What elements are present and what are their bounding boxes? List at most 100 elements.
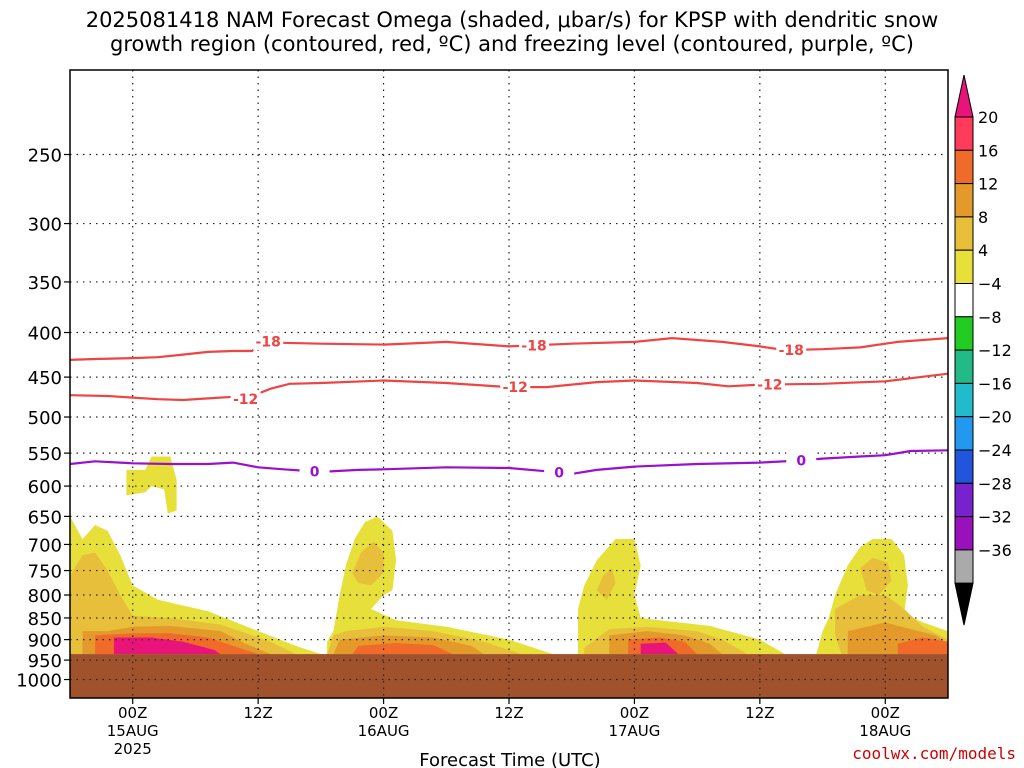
credit-link[interactable]: coolwx.com/models: [852, 744, 1016, 763]
contour-label: -18: [779, 343, 804, 359]
y-axis: 2503003504004505005506006507007508008509…: [16, 146, 70, 692]
colorbar-label: −36: [978, 541, 1012, 560]
colorbar-swatch: [954, 116, 974, 151]
contour-label-bg: [754, 375, 785, 394]
contour-label-bg: [519, 336, 550, 355]
y-tick-label: 550: [28, 444, 62, 465]
y-tick-label: 750: [28, 562, 62, 583]
y-tick-label: 300: [28, 215, 62, 236]
x-tick-label: 00Z: [620, 704, 649, 722]
x-tick-label: 00Z: [871, 704, 900, 722]
y-tick-label: 900: [28, 631, 62, 652]
contour-label-bg: [786, 451, 817, 470]
colorbar-swatch: [954, 516, 974, 551]
contour-label-bg: [230, 390, 261, 409]
contour-label: -12: [233, 392, 258, 408]
y-tick-label: 850: [28, 609, 62, 630]
y-tick-label: 350: [28, 273, 62, 294]
x-tick-label: 12Z: [745, 704, 774, 722]
contour-label-bg: [544, 463, 575, 482]
x-tick-label: 00Z: [118, 704, 147, 722]
colorbar-label: −24: [978, 441, 1012, 460]
omega-region: [352, 643, 453, 655]
colorbar-label: −20: [978, 408, 1012, 427]
y-tick-label: 500: [28, 408, 62, 429]
x-tick-label: 16AUG: [358, 722, 410, 740]
colorbar-label: −28: [978, 474, 1012, 493]
contour-label: -12: [503, 380, 528, 396]
omega-region: [578, 539, 785, 655]
colorbar-label: −32: [978, 508, 1012, 527]
colorbar-swatch: [954, 249, 974, 284]
contour--12: [69, 372, 949, 402]
y-tick-label: 650: [28, 507, 62, 528]
colorbar-label: 20: [978, 108, 998, 127]
y-tick-label: 950: [28, 651, 62, 672]
contour-label: -18: [256, 334, 281, 350]
colorbar-label: −8: [978, 308, 1002, 327]
x-tick-label: 15AUG: [107, 722, 159, 740]
contour-label-bg: [776, 340, 807, 359]
x-tick-label: 18AUG: [859, 722, 911, 740]
colorbar-label: −4: [978, 275, 1002, 294]
colorbar-swatch: [954, 349, 974, 384]
omega-region: [327, 516, 553, 655]
y-tick-label: 700: [28, 535, 62, 556]
x-tick-label: 17AUG: [608, 722, 660, 740]
y-tick-label: 250: [28, 146, 62, 167]
colorbar-swatch: [954, 216, 974, 251]
colorbar-swatch: [954, 183, 974, 218]
omega-region: [897, 637, 948, 655]
colorbar-label: 16: [978, 141, 998, 160]
colorbar-swatch: [954, 149, 974, 185]
colorbar-swatch: [954, 316, 974, 351]
y-tick-label: 1000: [16, 671, 62, 692]
omega-region: [126, 456, 177, 514]
colorbar-swatch: [954, 549, 974, 584]
colorbar-swatch: [954, 283, 974, 318]
x-tick-label: 00Z: [369, 704, 398, 722]
ground-layer: [70, 654, 948, 698]
colorbar: 20 16 12 8 4 −4 −8 −12 −16 −20 −24 −28 −32 −36: [954, 74, 1012, 626]
contour-label: -18: [521, 338, 546, 354]
temperature-contours: -18 -18 -18 -12 -12 -12 0 0 0: [69, 332, 949, 482]
colorbar-label: −12: [978, 341, 1012, 360]
colorbar-swatch: [954, 416, 974, 451]
contour-label: 0: [554, 466, 564, 482]
omega-region: [640, 642, 679, 655]
y-tick-label: 450: [28, 368, 62, 389]
colorbar-bottom-arrow: [954, 582, 974, 626]
colorbar-swatch: [954, 382, 974, 418]
x-tick-label: 12Z: [243, 704, 272, 722]
contour-label: -12: [757, 377, 782, 393]
colorbar-label: 12: [978, 175, 998, 194]
colorbar-top-arrow: [954, 74, 974, 118]
x-tick-label: 2025: [114, 740, 152, 758]
ground-fill: [70, 654, 948, 698]
colorbar-label: 8: [978, 208, 988, 227]
contour-label-bg: [253, 332, 284, 351]
y-tick-label: 400: [28, 324, 62, 345]
colorbar-swatch: [954, 449, 974, 484]
omega-region: [113, 637, 221, 655]
contour-label-bg: [299, 462, 330, 481]
x-axis-label: Forecast Time (UTC): [419, 750, 600, 768]
omega-region: [352, 541, 384, 586]
grid-lines: [70, 70, 948, 698]
chart-title-line-1: 2025081418 NAM Forecast Omega (shaded, μ…: [85, 8, 939, 32]
colorbar-label: 4: [978, 241, 988, 260]
contour-label: 0: [796, 453, 806, 469]
colorbar-swatch: [954, 482, 974, 518]
contour-label: 0: [310, 464, 320, 480]
contour-label-bg: [500, 378, 531, 397]
y-tick-label: 600: [28, 477, 62, 498]
contour-0: [69, 449, 949, 476]
y-tick-label: 800: [28, 586, 62, 607]
omega-region: [860, 557, 892, 595]
colorbar-label: −16: [978, 374, 1012, 393]
omega-region: [596, 568, 616, 600]
chart-title-line-2: growth region (contoured, red, ºC) and f…: [110, 32, 914, 56]
x-tick-label: 12Z: [494, 704, 523, 722]
